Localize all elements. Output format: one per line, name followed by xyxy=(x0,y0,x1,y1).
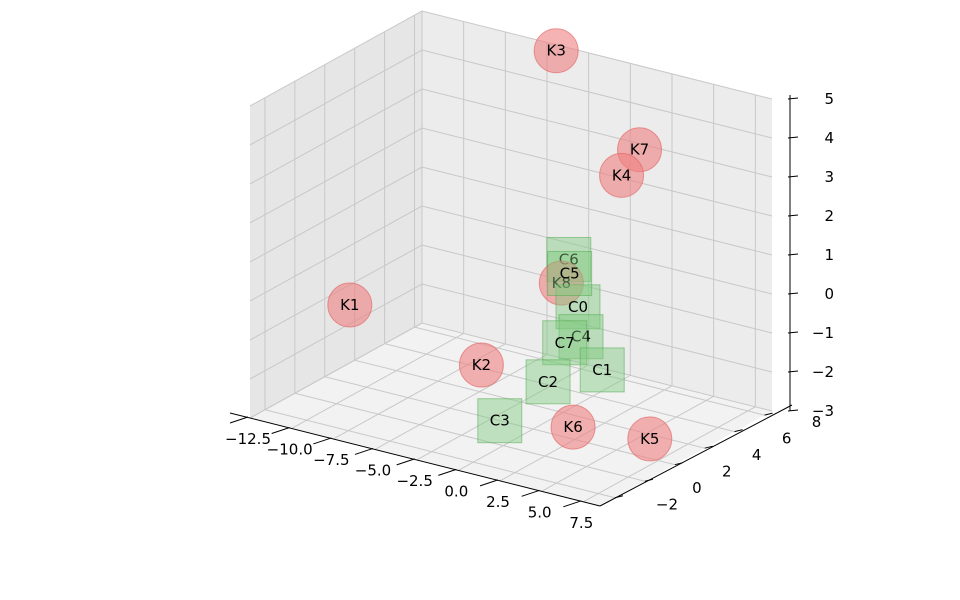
z-grid-line xyxy=(249,127,773,224)
axes-ticks: −12.5−10.0−7.5 −5.0 −2.5 0.0 2.5 5.0 7.5 −2 0 2 4 6… xyxy=(225,90,834,532)
z-tick-label: 1 xyxy=(824,246,834,264)
z-tick-label: −1 xyxy=(812,324,834,342)
z-tick-mark xyxy=(787,292,799,295)
point-label: K1 xyxy=(340,296,359,314)
z-tick-mark xyxy=(787,214,799,217)
y-tick-label: −2 xyxy=(656,496,678,514)
point-circle xyxy=(327,282,373,328)
point-circle xyxy=(458,342,504,388)
point-label: K2 xyxy=(472,356,491,374)
z-tick-mark xyxy=(787,97,799,100)
z-grid-line xyxy=(249,283,773,380)
x-tick-label: −2.5 xyxy=(396,472,432,490)
x-tick-label: 0.0 xyxy=(444,482,468,500)
z-tick-label: 3 xyxy=(824,168,834,186)
x-tick-label: 2.5 xyxy=(486,493,510,511)
point-square xyxy=(547,250,593,296)
point-square xyxy=(555,284,601,330)
point-label: C3 xyxy=(490,412,510,430)
point-label: K3 xyxy=(546,42,565,60)
point-square xyxy=(542,320,588,366)
x-tick-label: −7.5 xyxy=(313,451,349,469)
z-tick-mark xyxy=(787,370,799,373)
z-tick-label: 4 xyxy=(824,129,834,147)
y-tick-mark xyxy=(614,495,624,499)
point-label: C7 xyxy=(555,334,575,352)
x-tick-mark xyxy=(438,468,457,476)
floor-pane xyxy=(250,323,772,506)
y-tick-mark xyxy=(644,478,653,482)
point-label: C5 xyxy=(560,264,580,282)
z-tick-label: 2 xyxy=(824,207,834,225)
x-tick-mark xyxy=(313,437,332,445)
point-circle xyxy=(538,260,584,306)
z-tick-label: 5 xyxy=(824,90,834,108)
x-tick-label: −12.5 xyxy=(225,430,271,448)
point-square xyxy=(525,359,571,405)
point-label: K6 xyxy=(563,418,582,436)
point-circle xyxy=(599,152,645,198)
point-square xyxy=(579,347,625,393)
x-tick-mark xyxy=(229,416,249,424)
point-label: C0 xyxy=(568,298,588,316)
y-tick-label: 0 xyxy=(692,479,702,497)
z-grid-line xyxy=(249,10,773,107)
y-tick-label: 6 xyxy=(782,430,792,448)
point-label: C4 xyxy=(571,328,591,346)
z-grid-line xyxy=(249,205,773,302)
z-tick-label: −2 xyxy=(812,363,834,381)
y-axis-line xyxy=(599,404,793,507)
x-tick-mark xyxy=(271,427,290,434)
point-label: K4 xyxy=(612,166,631,184)
z-tick-label: −3 xyxy=(812,402,834,420)
point-circle xyxy=(550,404,596,450)
z-grid-line xyxy=(249,49,773,146)
x-tick-label: 5.0 xyxy=(528,503,552,521)
z-tick-mark xyxy=(787,331,799,334)
y-tick-mark xyxy=(734,429,743,433)
z-tick-mark xyxy=(787,136,799,139)
z-tick-label: 0 xyxy=(824,285,834,303)
point-square xyxy=(477,398,523,444)
point-label: K5 xyxy=(640,430,659,448)
y-tick-label: 4 xyxy=(752,446,762,464)
z-tick-mark xyxy=(787,175,799,178)
y-tick-mark xyxy=(764,412,773,416)
point-circle xyxy=(627,416,673,462)
x-tick-mark xyxy=(521,489,540,497)
z-tick-mark xyxy=(787,409,799,412)
x-tick-mark xyxy=(479,479,499,487)
y-tick-mark xyxy=(704,445,713,449)
z-grid-line xyxy=(249,322,773,419)
point-circle xyxy=(533,28,579,74)
x-tick-label: −10.0 xyxy=(267,440,313,458)
point-label: C2 xyxy=(538,373,558,391)
x-tick-mark xyxy=(563,500,582,508)
point-label: C1 xyxy=(592,361,612,379)
x-tick-mark xyxy=(396,458,415,466)
axes-grid xyxy=(249,10,773,503)
y-tick-label: 8 xyxy=(812,413,822,431)
z-grid-line xyxy=(249,166,773,263)
y-tick-label: 2 xyxy=(722,463,732,481)
y-tick-mark xyxy=(674,462,683,466)
x-tick-label: 7.5 xyxy=(569,514,593,532)
z-grid-line xyxy=(249,244,773,341)
point-label: K7 xyxy=(630,141,649,159)
x-tick-mark xyxy=(354,447,374,455)
z-tick-mark xyxy=(787,253,799,256)
x-tick-label: −5.0 xyxy=(355,461,391,479)
point-square xyxy=(558,314,604,360)
